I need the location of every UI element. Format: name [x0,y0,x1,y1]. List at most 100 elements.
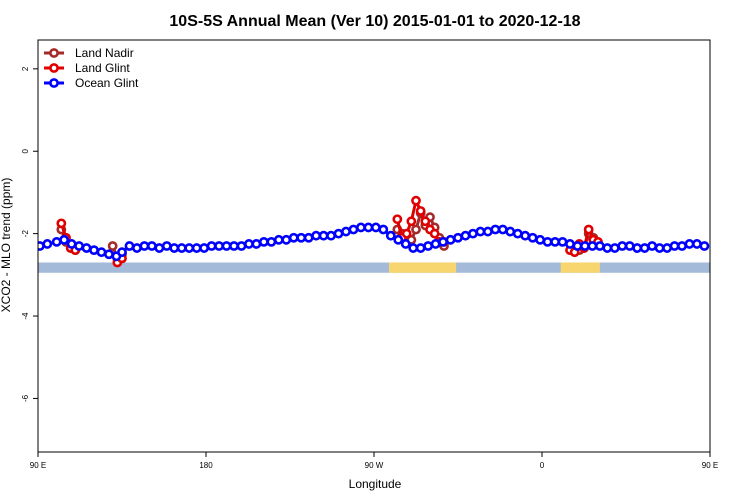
data-point [244,239,254,249]
data-point [400,239,411,249]
series-line [733,230,747,251]
data-point [281,234,292,245]
data-point [542,236,553,247]
data-point [411,195,421,206]
data-point [669,241,680,251]
data-point [38,241,45,251]
data-point [580,241,590,251]
data-point [296,232,307,243]
data-point [96,247,107,258]
data-point [139,241,150,251]
data-point [624,241,635,251]
data-point [583,224,594,235]
data-point [56,218,67,229]
data-point [258,236,269,247]
data-point [572,241,583,251]
data-point [739,242,746,249]
data-point [251,239,262,249]
y-axis: 2 0 -2 -4 -6 [21,66,38,402]
data-point [356,222,366,233]
data-point [677,241,687,251]
x-tick-label: 0 [540,461,545,470]
data-point [132,243,142,253]
data-point [475,226,486,237]
x-axis: 90 E 180 90 W 0 90 E [30,452,718,470]
data-point [565,239,575,249]
y-axis-label: XCO2 - MLO trend (ppm) [0,178,13,313]
land-strip [38,262,710,273]
series-land-glint [56,195,750,268]
data-point [734,238,741,245]
data-point [699,241,710,251]
y-tick-label: -2 [21,230,30,238]
y-tick-label: -4 [21,312,30,320]
data-point [363,222,374,233]
data-point [236,241,247,251]
data-point [453,232,463,243]
data-point [415,206,426,216]
data-point [176,243,187,253]
data-point [734,234,741,241]
data-point [184,243,195,253]
data-point [401,228,412,239]
y-tick-label: -6 [21,394,30,402]
data-point [341,226,351,237]
legend-marker [49,78,59,88]
data-point [107,241,118,251]
data-point [730,220,737,227]
x-axis-label: Longitude [349,477,402,491]
data-point [468,228,478,239]
x-tick-label: 90 E [702,461,718,470]
data-point [639,243,650,253]
data-point [326,230,336,241]
data-point [647,241,658,251]
data-point [74,241,84,251]
data-point [415,243,426,253]
data-point [169,243,180,253]
data-point [333,228,344,239]
data-point [423,241,434,251]
data-point [273,234,284,245]
data-point [617,241,628,251]
data-point [206,241,217,251]
data-point [550,236,560,247]
data-point [378,224,389,235]
data-point [429,228,440,239]
data-point [318,230,329,241]
data-point [104,249,114,260]
data-point [191,243,202,253]
data-point [229,241,239,251]
data-point [411,224,421,235]
data-point [739,244,746,251]
data-point [385,230,396,241]
series-ocean-glint [38,222,710,262]
data-point [497,224,508,235]
data-point [730,226,737,233]
data-point [59,234,70,245]
data-point [594,241,605,251]
data-point [744,247,750,254]
data-point [430,239,441,249]
x-tick-label: 90 W [365,461,384,470]
data-point [632,243,643,253]
legend-label: Land Nadir [75,46,134,60]
data-point [392,214,403,225]
data-point [408,243,419,253]
ocean-strip [38,262,710,273]
data-point [406,216,417,227]
data-point [557,236,568,247]
data-point [609,243,620,253]
data-point [311,230,322,241]
data-point [214,241,224,251]
data-point [266,236,277,247]
data-point [662,243,672,253]
land-strip-segment [560,262,600,273]
data-point [744,247,750,254]
data-point [154,243,165,253]
data-point [66,239,77,249]
legend-marker [49,48,59,58]
data-point [89,245,99,256]
data-point [370,222,381,233]
data-point [535,234,546,245]
